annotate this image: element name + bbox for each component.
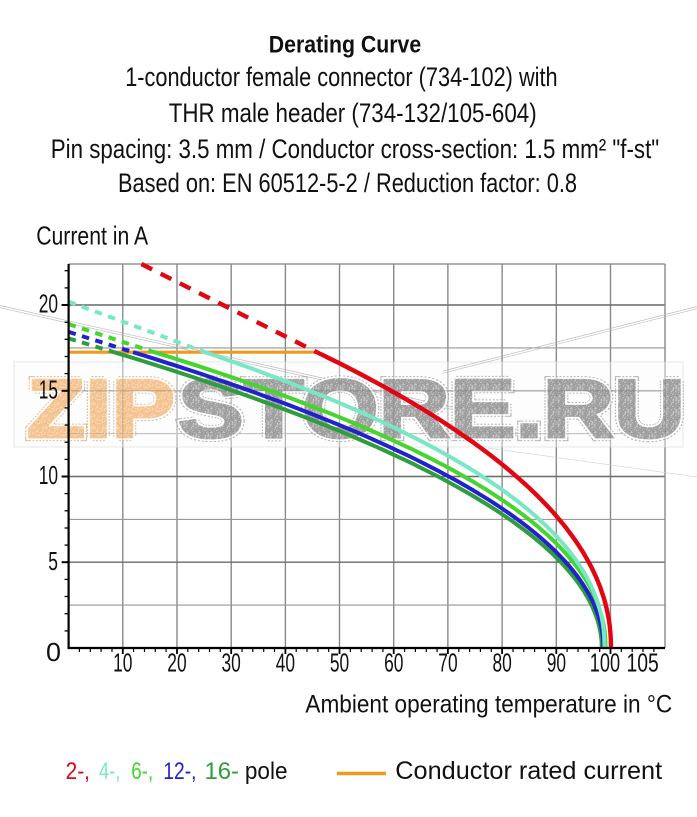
svg-text:pole: pole [245,758,288,785]
svg-text:20: 20 [167,647,186,677]
svg-text:12-,: 12-, [163,758,196,785]
svg-text:Pin spacing: 3.5 mm / Conducto: Pin spacing: 3.5 mm / Conductor cross-se… [51,134,659,164]
svg-text:80: 80 [493,647,512,677]
svg-text:ZIP: ZIP [27,362,175,455]
svg-text:90: 90 [547,647,566,677]
svg-text:70: 70 [438,647,457,677]
svg-text:15: 15 [39,374,58,404]
svg-text:STORE.RU: STORE.RU [178,362,685,455]
svg-text:16-: 16- [205,758,240,785]
svg-text:Ambient operating temperature: Ambient operating temperature in °C [305,691,672,719]
svg-text:THR male header (734-132/105-6: THR male header (734-132/105-604) [169,98,537,128]
svg-text:STORE.RU: STORE.RU [178,362,685,455]
svg-text:ZIP: ZIP [27,362,175,455]
svg-text:Based on: EN 60512-5-2 / Reduc: Based on: EN 60512-5-2 / Reduction facto… [118,168,577,198]
svg-text:1-conductor female connector (: 1-conductor female connector (734-102) w… [125,62,557,92]
svg-text:40: 40 [276,647,295,677]
svg-text:50: 50 [330,647,349,677]
svg-text:Current in A: Current in A [36,220,149,250]
svg-text:ZIP: ZIP [27,362,175,455]
svg-text:5: 5 [48,546,58,576]
svg-text:60: 60 [384,647,403,677]
svg-text:6-,: 6-, [131,758,153,785]
svg-text:Derating Curve: Derating Curve [269,31,421,58]
svg-text:2-,: 2-, [66,758,90,785]
svg-text:20: 20 [39,289,58,319]
svg-text:30: 30 [222,647,241,677]
svg-text:100: 100 [590,647,620,677]
svg-text:105: 105 [627,647,659,677]
svg-text:4-,: 4-, [99,758,121,785]
svg-text:10: 10 [39,460,58,490]
svg-text:Conductor rated current: Conductor rated current [395,757,662,785]
svg-text:0: 0 [46,637,61,667]
svg-text:10: 10 [113,647,132,677]
svg-text:STORE.RU: STORE.RU [178,362,685,455]
